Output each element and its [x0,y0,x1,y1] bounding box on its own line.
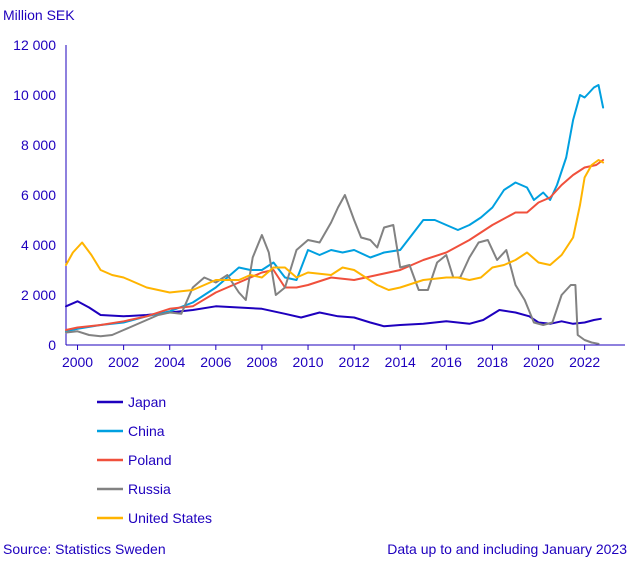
series-line-japan [65,300,602,328]
y-axis-label: Million SEK [3,7,75,23]
y-tick-label: 10 000 [13,87,56,103]
plot-area [65,84,605,345]
x-tick-label: 2010 [292,354,323,370]
y-tick-label: 12 000 [13,37,56,53]
y-tick-label: 4 000 [21,237,56,253]
x-tick-label: 2000 [62,354,93,370]
x-tick-label: 2018 [477,354,508,370]
series-line-poland [65,159,605,331]
legend: Japan China Poland Russia United States [97,394,212,526]
y-tick-label: 8 000 [21,137,56,153]
x-tick-label: 2016 [431,354,462,370]
x-tick-label: 2022 [569,354,600,370]
x-tick-label: 2008 [246,354,277,370]
x-axis: 2000 2002 2004 2006 2008 2010 2012 2014 2016 2018… [62,344,625,370]
series-line-china [65,84,605,333]
legend-label: Russia [128,481,171,497]
x-tick-label: 2012 [339,354,370,370]
y-axis: 0 2 000 4 000 6 000 8 000 10 000 12 000 [13,37,67,353]
series-line-united-states [65,159,605,294]
x-tick-label: 2006 [200,354,231,370]
y-tick-label: 2 000 [21,287,56,303]
y-tick-label: 6 000 [21,187,56,203]
x-tick-label: 2002 [108,354,139,370]
y-tick-label: 0 [48,337,56,353]
legend-label: Japan [128,394,166,410]
legend-label: Poland [128,452,172,468]
x-tick-label: 2014 [385,354,416,370]
x-tick-label: 2004 [154,354,185,370]
legend-label: China [128,423,165,439]
source-note: Source: Statistics Sweden [3,541,166,557]
series-line-russia [65,194,600,345]
data-period-note: Data up to and including January 2023 [387,541,627,557]
legend-label: United States [128,510,212,526]
x-tick-label: 2020 [523,354,554,370]
